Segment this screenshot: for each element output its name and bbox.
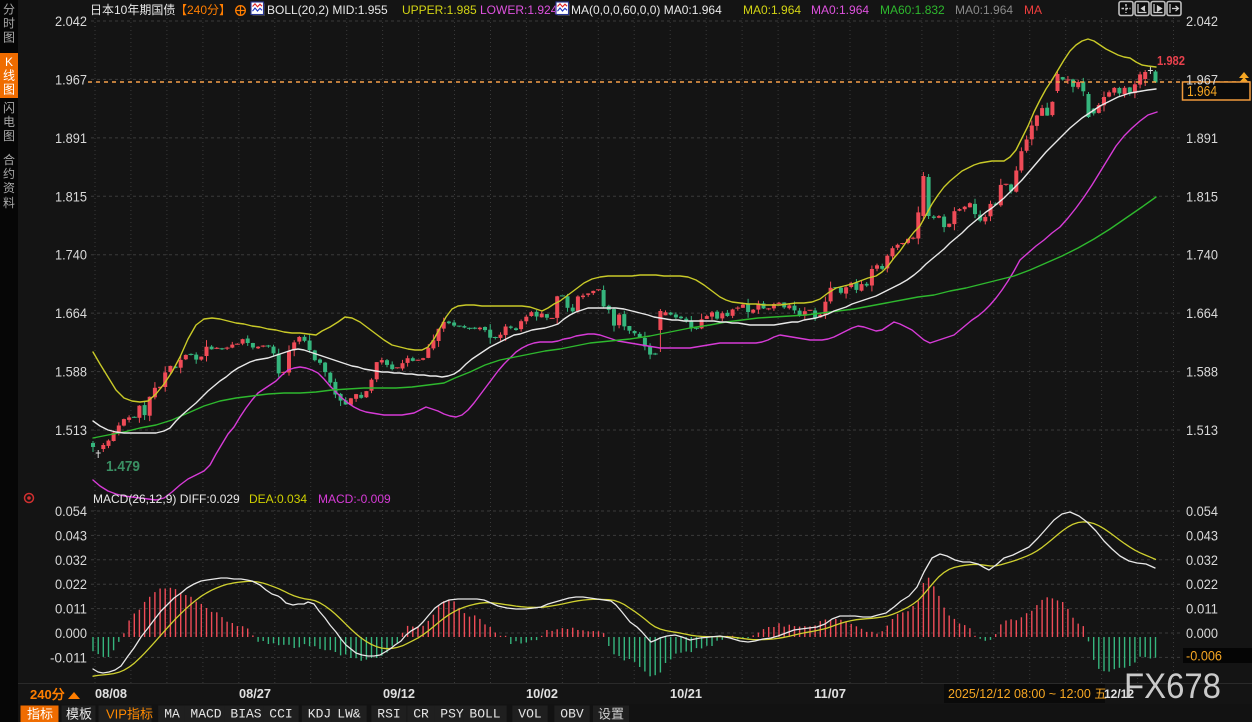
- svg-text:资: 资: [3, 181, 15, 195]
- svg-text:BIAS: BIAS: [230, 707, 261, 722]
- svg-text:1.815: 1.815: [1186, 188, 1218, 204]
- svg-text:10/21: 10/21: [670, 687, 702, 701]
- svg-text:1.588: 1.588: [1186, 364, 1218, 380]
- svg-text:图: 图: [3, 83, 15, 97]
- svg-text:MA60:1.832: MA60:1.832: [880, 3, 945, 17]
- svg-text:分: 分: [3, 3, 15, 17]
- svg-text:BOLL: BOLL: [469, 707, 500, 722]
- svg-text:MA: MA: [164, 707, 180, 722]
- svg-text:1.891: 1.891: [1186, 130, 1218, 146]
- svg-text:-0.011: -0.011: [50, 649, 87, 665]
- svg-text:【240分】: 【240分】: [175, 3, 231, 17]
- svg-text:MA0:1.964: MA0:1.964: [811, 3, 869, 17]
- svg-text:0.043: 0.043: [1186, 527, 1218, 543]
- svg-text:PSY: PSY: [440, 707, 464, 722]
- svg-text:闪: 闪: [3, 101, 15, 115]
- svg-text:CCI: CCI: [269, 707, 292, 722]
- svg-text:0.032: 0.032: [55, 552, 87, 568]
- svg-text:OBV: OBV: [560, 707, 584, 722]
- svg-text:设置: 设置: [598, 707, 624, 722]
- svg-text:0.022: 0.022: [55, 576, 87, 592]
- svg-text:1.982: 1.982: [1157, 53, 1185, 68]
- svg-text:K: K: [5, 55, 13, 69]
- svg-text:2025/12/12 08:00 ~ 12:00 五: 2025/12/12 08:00 ~ 12:00 五: [948, 687, 1107, 701]
- svg-text:-0.006: -0.006: [1186, 649, 1222, 664]
- svg-text:CR: CR: [413, 707, 429, 722]
- svg-text:线: 线: [3, 69, 15, 83]
- svg-text:KDJ: KDJ: [308, 707, 331, 722]
- svg-text:1.664: 1.664: [55, 305, 87, 321]
- svg-text:1.815: 1.815: [55, 188, 87, 204]
- svg-text:0.054: 0.054: [55, 503, 87, 519]
- svg-text:0.011: 0.011: [1186, 601, 1218, 617]
- svg-text:MA(0,0,0,60,0,0) MA0:1.964: MA(0,0,0,60,0,0) MA0:1.964: [571, 3, 722, 17]
- svg-text:1.740: 1.740: [1186, 247, 1218, 263]
- svg-text:日本10年期国债: 日本10年期国债: [90, 3, 175, 17]
- svg-text:1.740: 1.740: [55, 247, 87, 263]
- svg-text:图: 图: [3, 31, 15, 45]
- svg-text:09/12: 09/12: [383, 687, 415, 701]
- svg-text:1.513: 1.513: [1186, 422, 1218, 438]
- svg-text:图: 图: [3, 129, 15, 143]
- svg-text:12/12: 12/12: [1104, 687, 1134, 701]
- svg-text:时: 时: [3, 17, 15, 31]
- svg-text:MACD(26,12,9) DIFF:0.029: MACD(26,12,9) DIFF:0.029: [93, 492, 240, 506]
- svg-text:模板: 模板: [66, 707, 92, 722]
- svg-text:MACD:-0.009: MACD:-0.009: [318, 492, 391, 506]
- svg-text:MA: MA: [1024, 3, 1042, 17]
- svg-text:LW&: LW&: [337, 707, 361, 722]
- svg-text:MA0:1.964: MA0:1.964: [743, 3, 801, 17]
- svg-text:2.042: 2.042: [55, 13, 87, 29]
- svg-text:240分: 240分: [30, 687, 65, 702]
- svg-text:0.011: 0.011: [55, 601, 87, 617]
- svg-text:VOL: VOL: [518, 707, 541, 722]
- svg-text:约: 约: [3, 166, 15, 181]
- svg-text:08/27: 08/27: [239, 687, 271, 701]
- svg-text:VIP指标: VIP指标: [106, 707, 153, 722]
- svg-text:08/08: 08/08: [95, 687, 127, 701]
- svg-text:2.042: 2.042: [1186, 13, 1218, 29]
- svg-text:合: 合: [3, 152, 15, 167]
- svg-text:11/07: 11/07: [814, 687, 846, 701]
- svg-text:指标: 指标: [27, 707, 53, 722]
- svg-text:UPPER:1.985: UPPER:1.985: [402, 3, 477, 17]
- svg-text:1.967: 1.967: [1186, 71, 1218, 87]
- svg-text:RSI: RSI: [377, 707, 400, 722]
- svg-text:0.032: 0.032: [1186, 552, 1218, 568]
- svg-text:1.513: 1.513: [55, 422, 87, 438]
- svg-text:MACD: MACD: [190, 707, 221, 722]
- svg-text:0.000: 0.000: [1186, 625, 1218, 641]
- svg-text:0.054: 0.054: [1186, 503, 1218, 519]
- svg-text:10/02: 10/02: [526, 687, 558, 701]
- svg-text:LOWER:1.924: LOWER:1.924: [480, 3, 558, 17]
- svg-text:1.664: 1.664: [1186, 305, 1218, 321]
- svg-text:1.967: 1.967: [55, 71, 87, 87]
- svg-text:DEA:0.034: DEA:0.034: [249, 492, 307, 506]
- svg-text:0.000: 0.000: [55, 625, 87, 641]
- svg-text:0.043: 0.043: [55, 527, 87, 543]
- svg-text:0.022: 0.022: [1186, 576, 1218, 592]
- svg-text:1.479: 1.479: [106, 458, 140, 475]
- svg-text:料: 料: [3, 196, 15, 210]
- svg-text:电: 电: [3, 115, 15, 129]
- svg-text:1.964: 1.964: [1187, 84, 1217, 100]
- svg-text:1.588: 1.588: [55, 364, 87, 380]
- svg-text:BOLL(20,2) MID:1.955: BOLL(20,2) MID:1.955: [267, 3, 388, 17]
- svg-text:MA0:1.964: MA0:1.964: [955, 3, 1013, 17]
- svg-text:FX678: FX678: [1124, 667, 1221, 706]
- svg-text:1.891: 1.891: [55, 130, 87, 146]
